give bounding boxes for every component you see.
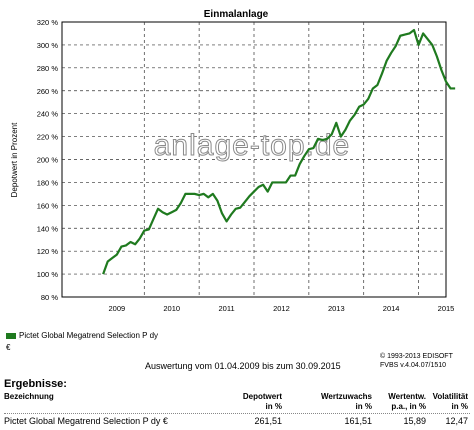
- row-depotwert: 261,51: [254, 416, 282, 426]
- x-tick-label: 2014: [383, 304, 400, 313]
- header-wertentw: Wertentw.: [388, 392, 426, 401]
- header-wertzuwachs-unit: in %: [355, 402, 372, 411]
- y-tick-label: 180 %: [37, 178, 59, 187]
- y-tick-label: 300 %: [37, 41, 59, 50]
- header-wertzuwachs: Wertzuwachs: [321, 392, 372, 401]
- row-wertzuwachs: 161,51: [344, 416, 372, 426]
- header-volatilitaet-unit: in %: [451, 402, 468, 411]
- y-tick-label: 140 %: [37, 224, 59, 233]
- y-tick-label: 220 %: [37, 133, 59, 142]
- results-title: Ergebnisse:: [4, 378, 67, 390]
- y-tick-label: 80 %: [41, 293, 58, 302]
- series-line: [102, 28, 456, 275]
- header-depotwert: Depotwert: [242, 392, 282, 401]
- axis-ticks: 80 % 100 % 120 % 140 % 160 % 180 % 200 % 220 % 2…: [37, 18, 455, 313]
- y-tick-label: 100 %: [37, 270, 59, 279]
- watermark-text: anlage-top.de: [154, 129, 351, 162]
- y-tick-label: 240 %: [37, 110, 59, 119]
- y-tick-label: 320 %: [37, 18, 59, 27]
- header-depotwert-unit: in %: [265, 402, 282, 411]
- y-tick-label: 160 %: [37, 201, 59, 210]
- header-divider: [4, 413, 470, 414]
- legend: Pictet Global Megatrend Selection P dy: [6, 331, 158, 340]
- x-tick-label: 2009: [109, 304, 126, 313]
- period-text: Auswertung vom 01.04.2009 bis zum 30.09.…: [145, 361, 341, 371]
- header-wertentw-unit: p.a., in %: [391, 402, 426, 411]
- copyright-line-2: FVBS v.4.04.07/1510: [380, 362, 447, 369]
- x-tick-label: 2013: [328, 304, 345, 313]
- y-tick-label: 260 %: [37, 87, 59, 96]
- x-tick-label: 2010: [163, 304, 180, 313]
- row-wertentw: 15,89: [403, 416, 426, 426]
- legend-currency: €: [6, 343, 11, 352]
- y-tick-label: 280 %: [37, 64, 59, 73]
- y-axis-title: Depotwert in Prozent: [10, 122, 19, 197]
- legend-swatch: [6, 332, 16, 339]
- header-volatilitaet: Volatilität: [432, 392, 468, 401]
- y-tick-label: 200 %: [37, 156, 59, 165]
- copyright-line-1: © 1993-2013 EDISOFT: [380, 353, 453, 360]
- chart-title: Einmalanlage: [204, 9, 269, 20]
- watermark: anlage-top.de: [153, 129, 351, 163]
- grid-lines: [62, 22, 446, 297]
- x-tick-label: 2015: [438, 304, 455, 313]
- legend-label: Pictet Global Megatrend Selection P dy: [19, 331, 159, 340]
- header-bezeichnung: Bezeichnung: [4, 392, 54, 401]
- series-layer: [102, 28, 456, 275]
- row-volatilitaet: 12,47: [445, 416, 468, 426]
- x-tick-label: 2011: [219, 304, 235, 313]
- y-tick-label: 120 %: [37, 247, 59, 256]
- x-tick-label: 2012: [273, 304, 290, 313]
- line-chart: Einmalanlage Depotwert in Prozent anlage…: [10, 9, 456, 313]
- row-name: Pictet Global Megatrend Selection P dy €: [4, 416, 168, 426]
